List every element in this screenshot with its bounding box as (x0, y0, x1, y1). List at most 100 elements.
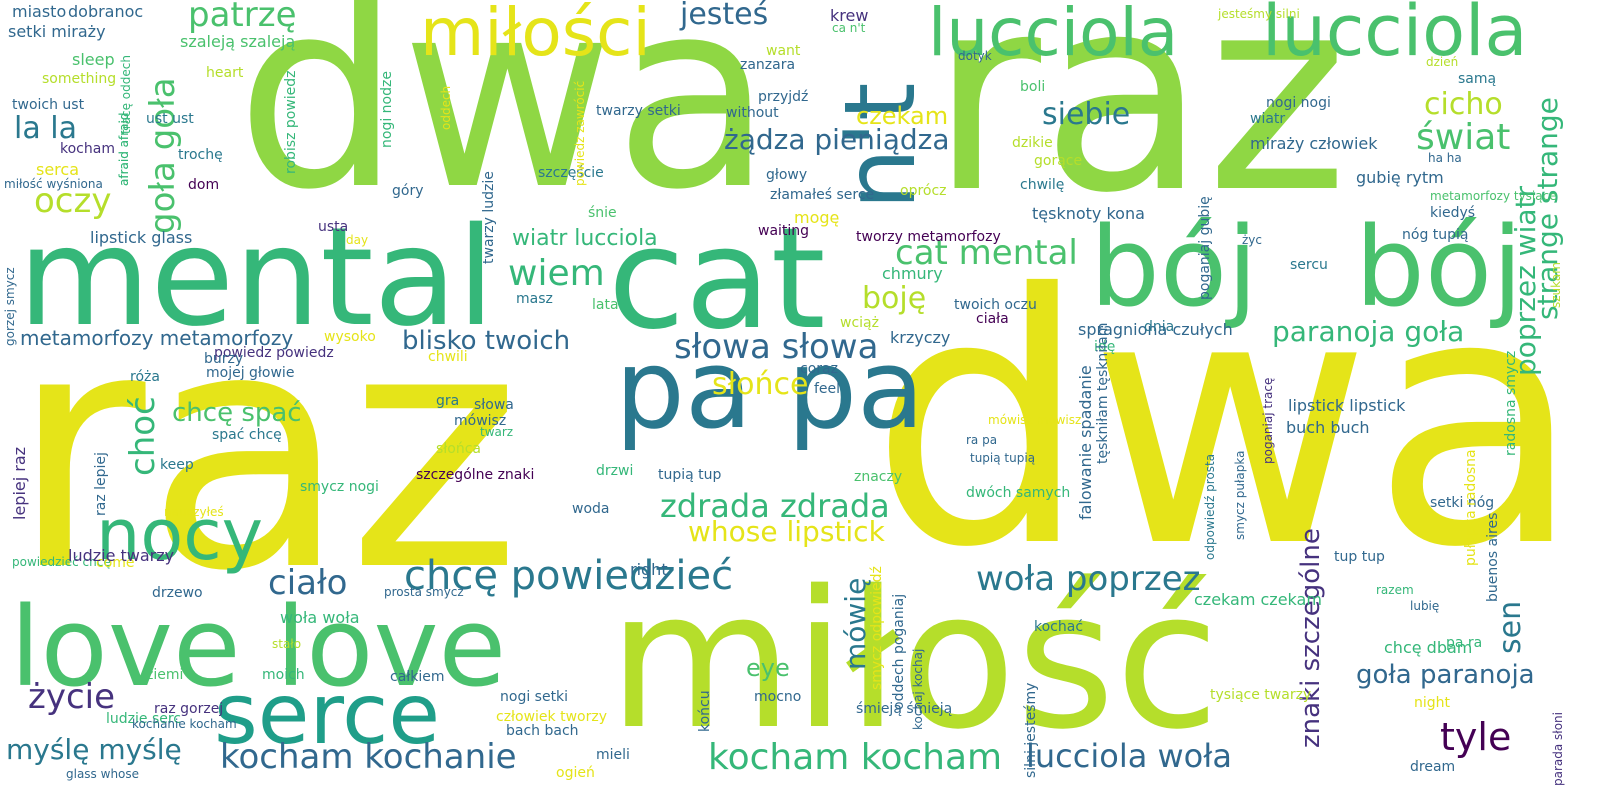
word-lucciola-wola: lucciola woła (1026, 737, 1232, 775)
word-smycz-nogi: ra pa (966, 433, 998, 447)
word-pa-ra: lubię (1410, 599, 1440, 613)
word-kiedys: nóg tupią (1402, 227, 1469, 243)
word-troche: trochę (178, 147, 223, 163)
word-right: czekam czekam (1194, 590, 1322, 609)
word-tysiace-twarzy: dream (1410, 759, 1456, 775)
word-parada-sloni: gorzej smycz (3, 267, 17, 346)
word-radosna-smycz: szukam (1549, 262, 1563, 308)
word-szczescie: robisz powiedz (283, 70, 299, 174)
word-want: boli (1020, 79, 1046, 95)
word-siebie: siebie (1042, 97, 1131, 132)
word-powiedz-zawrocic: poganiaj gubię (1197, 196, 1213, 300)
word-powiedz-powiedz: coraz (800, 361, 838, 377)
word-spac-chce: keep (160, 457, 194, 473)
word-afraid-afraid: ca n't (832, 21, 866, 35)
word-prosta-smycz: stało (272, 637, 302, 651)
word-serce: serce (214, 665, 440, 763)
word-day: waiting (758, 223, 810, 239)
word-robisz-powiedz: nogi nodze (379, 71, 395, 148)
word-chwile: złamałeś serce (770, 187, 875, 203)
word-nogi-setki: bach bach (506, 723, 579, 739)
word-lucciola-1: lucciola (928, 0, 1179, 71)
word-miasto: miasto (12, 2, 67, 21)
word-ha-ha: życ (1242, 233, 1262, 247)
word-jestes: jesteś (680, 0, 769, 32)
word-coraz: wciąż (840, 315, 879, 331)
word-sercu: twoich oczu (954, 297, 1037, 313)
word-lucciola-2: lucciola (1262, 0, 1528, 72)
word-milosc-wysniona: miłość wyśniona (4, 177, 103, 191)
word-raz-top: raz (930, 0, 1349, 252)
word-nogi-nogi: metamorfozy tysiące (1430, 189, 1557, 203)
word-lipstick-lipstick: lepiej raz (10, 446, 29, 520)
word-glowy: oprócz (900, 183, 947, 199)
word-ide: chwili (428, 349, 468, 365)
word-ogien: śmieją śmieją (856, 701, 953, 717)
word-raz-gorzej: kochanie kocham (132, 717, 237, 731)
word-gorace: głowy (766, 167, 808, 183)
word-ludzie-twarzy: prosta smycz (384, 585, 464, 599)
word-tup-tup: miraży człowiek (1250, 134, 1378, 153)
word-mowisz-mowisz: buch buch (1286, 418, 1370, 437)
word-nog-tupia: ust ust (146, 111, 194, 127)
word-come: drzewo (152, 585, 203, 601)
word-dnia: mojej głowie (206, 365, 295, 381)
word-wola-poprzez: woła poprzez (976, 559, 1201, 599)
word-silni-jestesmy: kochaj kochaj (911, 648, 925, 730)
word-mirazy-czlowiek: gubię rytm (1356, 168, 1444, 187)
word-tupia-tupia: lipstick lipstick (1288, 396, 1406, 415)
word-whose-lipstick: whose lipstick (688, 515, 885, 548)
word-sen: sen (1493, 600, 1528, 654)
word-wysoko: burzy (204, 351, 244, 367)
word-feel: lata (592, 297, 619, 313)
word-gubie-rytm: kiedyś (1430, 205, 1476, 221)
word-tupia-tup: woda (572, 501, 610, 517)
word-razem: setki nóg (1430, 495, 1495, 511)
word-swiat: świat (1416, 117, 1511, 158)
word-spragniona-czulych: idę (1094, 339, 1116, 355)
word-chce-spac: chcę spać (172, 398, 302, 428)
word-slowa-slowa: słowa słowa (674, 327, 879, 367)
word-czekam: czekam (856, 102, 949, 130)
word-koncu: mocno (754, 689, 802, 705)
word-tesknilam-tesknilam: falowanie spadanie (1076, 365, 1095, 520)
word-zawrocic-mojej: twarzy ludzie (481, 171, 497, 264)
word-twarzy-setki: przyjdź (758, 89, 809, 105)
word-burzy: feel (814, 381, 841, 397)
word-slonce: słońce (712, 367, 809, 402)
word-poganiaj-trace: pułapka radosna (1463, 449, 1479, 566)
word-szukam: parada słoni (1551, 712, 1565, 786)
word-szczegolne-znaki: tupią tup (658, 467, 722, 483)
word-calkiem: człowiek tworzy (496, 709, 607, 725)
word-dzikie: chwilę (1020, 177, 1065, 193)
word-szaleja-szaleja: szaleją szaleją (180, 32, 296, 51)
word-chce-dbam: razem (1376, 583, 1414, 597)
word-jestesmy-silni: dzień (1426, 55, 1459, 69)
word-kocham-small: kocham (60, 141, 115, 157)
word-mieli: końcu (697, 690, 713, 732)
word-buch-buch: raz lepiej (93, 452, 109, 516)
word-krzyczy: dnia (1144, 319, 1175, 335)
word-setki-mirazy: setki miraży (8, 22, 106, 41)
word-heart: heart (206, 65, 244, 81)
word-znaki-szczegolne: znaki szczególne (1296, 528, 1326, 748)
word-ust-ust: krew (830, 6, 869, 25)
word-something: something (42, 71, 117, 87)
word-ciala: spragniona czułych (1078, 320, 1233, 339)
word-zadza-pieniadza: żądza pieniądza (724, 123, 950, 156)
word-tyle: tyle (1440, 715, 1512, 759)
word-milosc: miłość (608, 550, 1220, 771)
word-smycz-pulapka: poganiaj tracę (1261, 377, 1275, 464)
word-lata: róża (130, 369, 160, 385)
word-czekam-czekam: night (1414, 695, 1451, 711)
word-gra: mówisz (454, 413, 507, 429)
word-kocham-kocham: kocham kocham (708, 737, 1003, 778)
word-boj-2: bój (1355, 203, 1523, 331)
word-gola-paranoja: goła paranoja (1356, 660, 1535, 690)
word-stalo: moich (262, 667, 305, 683)
word-blisko-twoich: blisko twoich (402, 326, 571, 356)
word-cialo: ciało (268, 563, 348, 603)
word-zyc: góry (392, 183, 424, 199)
word-cat: cat (608, 198, 826, 361)
word-znaczy: smycz nogi (300, 479, 379, 495)
